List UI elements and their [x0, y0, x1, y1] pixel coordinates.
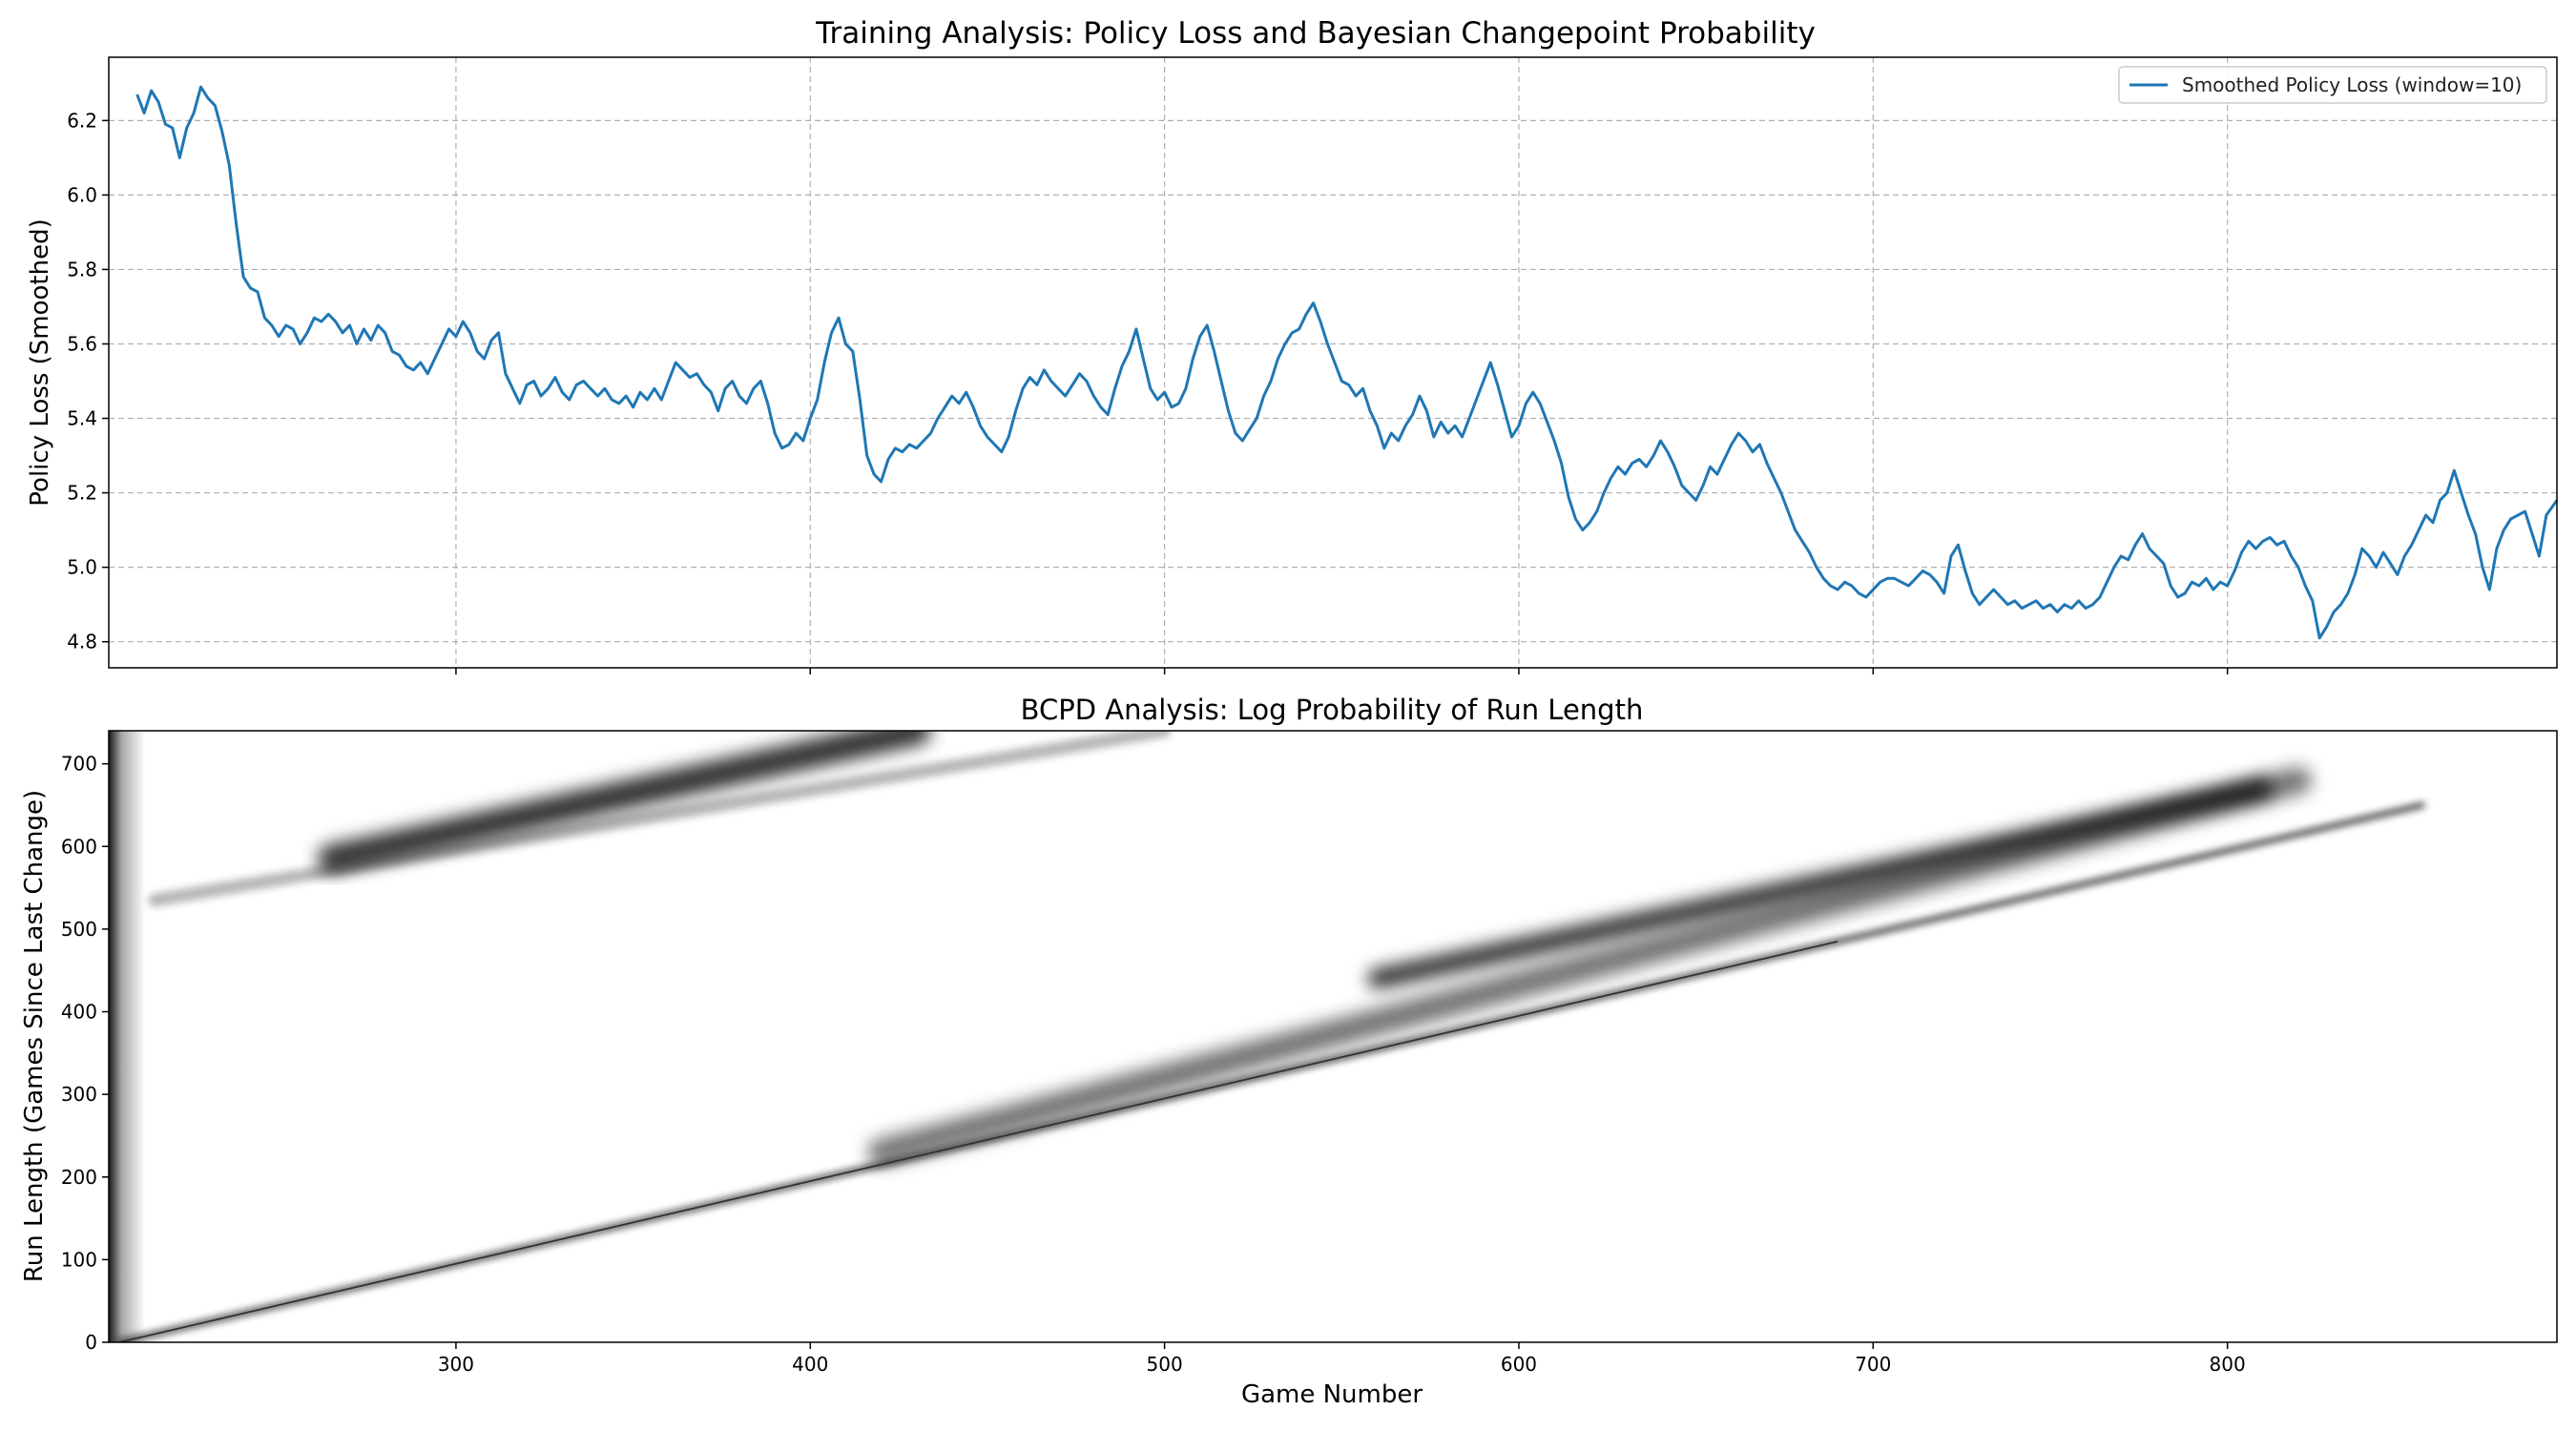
bottom-y-tick-label: 400	[61, 1001, 97, 1024]
top-plot-frame	[108, 56, 2558, 669]
policy-loss-panel: Training Analysis: Policy Loss and Bayes…	[26, 16, 2559, 674]
bottom-x-tick-label: 300	[438, 1353, 474, 1376]
heatmap-band	[317, 731, 931, 874]
bcpd-panel: BCPD Analysis: Log Probability of Run Le…	[20, 694, 2558, 1409]
top-y-axis-label: Policy Loss (Smoothed)	[26, 218, 54, 506]
heatmap-band	[1367, 778, 2273, 988]
top-y-tick-label: 4.8	[67, 631, 97, 653]
bottom-y-tick-label: 600	[61, 835, 97, 858]
heatmap-band	[867, 766, 2312, 1166]
heatmap-left-strip	[109, 731, 145, 1342]
heatmap-diagonal-line	[118, 941, 1839, 1342]
top-y-tick-label: 5.6	[67, 332, 97, 355]
run-length-heatmap	[109, 731, 2557, 1342]
bottom-x-tick-label: 400	[792, 1353, 828, 1376]
bottom-chart-title: BCPD Analysis: Log Probability of Run Le…	[1021, 694, 1644, 726]
bottom-x-tick-label: 500	[1147, 1353, 1183, 1376]
bottom-y-tick-label: 0	[85, 1331, 97, 1354]
top-axis-ticks: 4.8 5.0 5.2 5.4 5.6 5.8 6.0 6.2	[67, 109, 2229, 674]
policy-loss-line	[135, 85, 2559, 640]
bottom-y-tick-label: 300	[61, 1083, 97, 1106]
top-y-tick-label: 5.8	[67, 258, 97, 280]
bottom-x-tick-label: 800	[2210, 1353, 2246, 1376]
top-y-tick-label: 6.2	[67, 109, 97, 132]
legend: Smoothed Policy Loss (window=10)	[2118, 66, 2547, 104]
bottom-y-axis-label: Run Length (Games Since Last Change)	[20, 790, 49, 1282]
top-y-tick-label: 5.2	[67, 482, 97, 505]
bottom-y-tick-label: 100	[61, 1248, 97, 1271]
top-chart-title: Training Analysis: Policy Loss and Bayes…	[815, 16, 1816, 51]
top-y-tick-label: 5.4	[67, 407, 97, 430]
x-axis-label: Game Number	[1241, 1380, 1423, 1409]
top-gridlines	[109, 57, 2557, 668]
top-y-tick-label: 5.0	[67, 556, 97, 579]
top-y-tick-label: 6.0	[67, 183, 97, 206]
legend-box	[2118, 66, 2547, 104]
bottom-axis-ticks: 300 400 500 600 700 800 0 100 200 300 400 500 600 700	[61, 753, 2246, 1376]
bottom-x-tick-label: 700	[1855, 1353, 1891, 1376]
bottom-x-tick-label: 600	[1501, 1353, 1537, 1376]
legend-label: Smoothed Policy Loss (window=10)	[2182, 73, 2522, 96]
bottom-plot-frame	[108, 730, 2558, 1343]
bottom-y-tick-label: 200	[61, 1166, 97, 1189]
bottom-y-tick-label: 700	[61, 753, 97, 776]
bottom-y-tick-label: 500	[61, 918, 97, 941]
heatmap-band	[148, 731, 1172, 907]
